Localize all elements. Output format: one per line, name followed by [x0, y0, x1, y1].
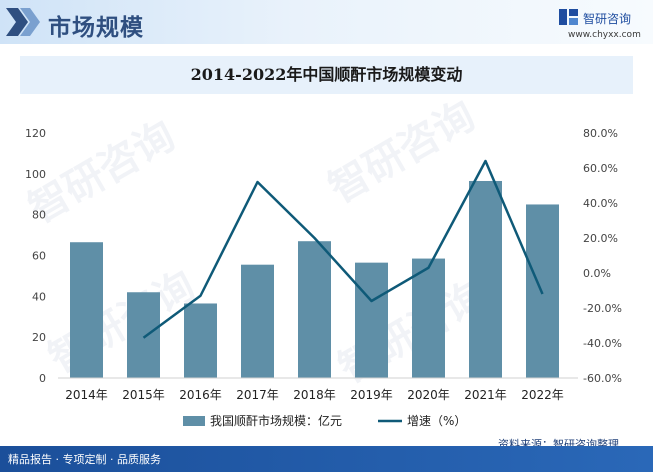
right-tick-label: -20.0% — [583, 302, 622, 315]
section-title: 市场规模 — [48, 15, 144, 41]
left-tick-label: 120 — [25, 127, 46, 140]
legend-bar-swatch — [183, 416, 205, 426]
brand-name: 智研咨询 — [583, 12, 632, 26]
x-tick-label: 2018年 — [293, 388, 336, 402]
x-tick-label: 2015年 — [122, 388, 165, 402]
x-tick-label: 2022年 — [521, 388, 564, 402]
footer-tagline: 精品报告 · 专项定制 · 品质服务 — [8, 453, 161, 466]
left-axis: 0 20 40 60 80 100 120 — [25, 127, 46, 385]
bar-2016年 — [184, 303, 217, 378]
x-tick-label: 2020年 — [407, 388, 450, 402]
left-tick-label: 80 — [32, 209, 46, 222]
bar-2021年 — [469, 180, 502, 378]
bar-2017年 — [241, 264, 274, 378]
right-tick-label: 20.0% — [583, 232, 618, 245]
brand-logo-icon — [559, 9, 578, 25]
bars — [70, 180, 559, 378]
header-band — [0, 0, 653, 44]
left-tick-label: 0 — [39, 372, 46, 385]
bar-2019年 — [355, 262, 388, 378]
bar-2015年 — [127, 292, 160, 378]
legend-bar-label: 我国顺酐市场规模：亿元 — [210, 413, 342, 428]
title-marker-icon — [6, 8, 40, 36]
chart-title: 2014-2022年中国顺酐市场规模变动 — [190, 65, 463, 84]
chart-title-box: 2014-2022年中国顺酐市场规模变动 — [20, 56, 633, 94]
left-tick-label: 60 — [32, 250, 46, 263]
legend-line-label: 增速（%） — [407, 414, 466, 428]
footer-bar: 精品报告 · 专项定制 · 品质服务 — [0, 446, 653, 472]
legend: 我国顺酐市场规模：亿元 增速（%） — [183, 413, 466, 428]
x-tick-label: 2014年 — [65, 388, 108, 402]
left-tick-label: 20 — [32, 331, 46, 344]
right-tick-label: 40.0% — [583, 197, 618, 210]
bar-2018年 — [298, 241, 331, 378]
x-axis: 2014年 2015年 2016年 2017年 2018年 2019年 2020年 2021年… — [58, 377, 578, 402]
growth-line — [142, 159, 544, 339]
left-tick-label: 100 — [25, 168, 46, 181]
right-tick-label: 80.0% — [583, 127, 618, 140]
right-axis: -60.0% -40.0% -20.0% 0.0% 20.0% 40.0% 60.0% 80.… — [583, 127, 622, 385]
x-tick-label: 2021年 — [464, 388, 507, 402]
x-tick-label: 2017年 — [236, 388, 279, 402]
x-tick-label: 2019年 — [350, 388, 393, 402]
right-tick-label: 60.0% — [583, 162, 618, 175]
brand-url[interactable]: www.chyxx.com — [568, 30, 641, 40]
right-tick-label: -60.0% — [583, 372, 622, 385]
bar-2020年 — [412, 258, 445, 378]
left-tick-label: 40 — [32, 290, 46, 303]
x-tick-label: 2016年 — [179, 388, 222, 402]
right-tick-label: 0.0% — [583, 267, 611, 280]
growth-line-path — [142, 159, 544, 339]
bar-2014年 — [70, 242, 103, 378]
right-tick-label: -40.0% — [583, 337, 622, 350]
